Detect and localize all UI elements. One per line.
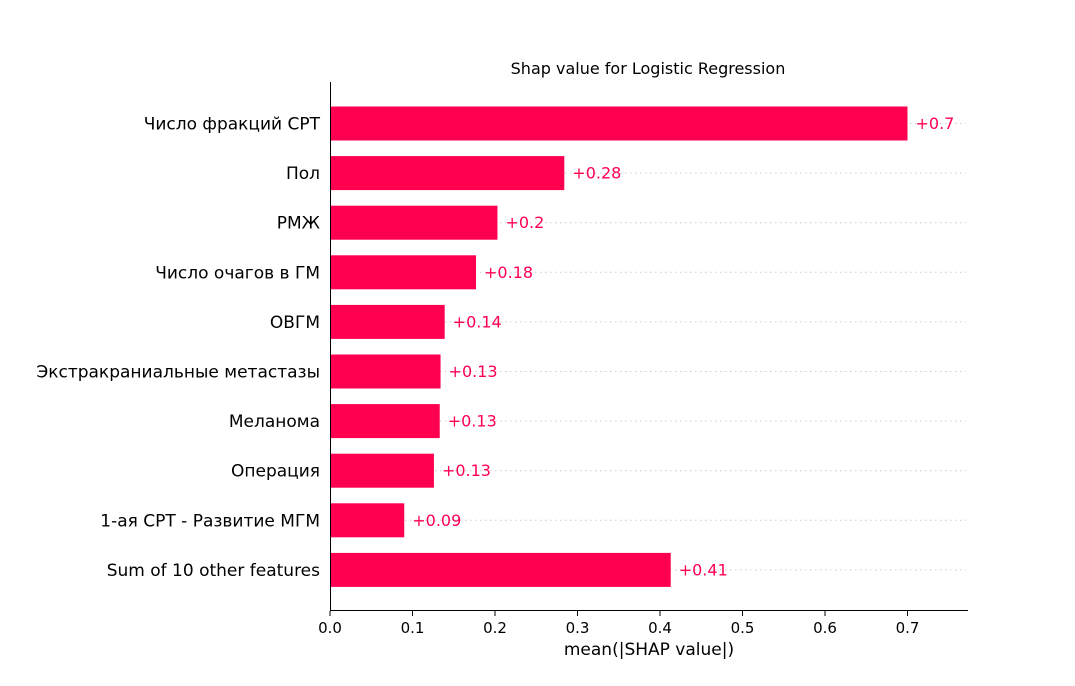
bar xyxy=(330,156,565,191)
x-tick-label: 0.5 xyxy=(731,619,755,637)
bar xyxy=(330,453,434,488)
x-tick-label: 0.1 xyxy=(401,619,425,637)
category-label: Число фракций СРТ xyxy=(144,115,321,135)
value-label: +0.13 xyxy=(449,362,498,381)
bars xyxy=(330,106,908,587)
bar xyxy=(330,552,671,587)
category-label: 1-ая СРТ - Развитие МГМ xyxy=(100,511,320,531)
category-label: Пол xyxy=(286,164,320,184)
chart-title: Shap value for Logistic Regression xyxy=(511,59,786,78)
bar xyxy=(330,304,445,339)
bar xyxy=(330,354,441,389)
x-tick-label: 0.2 xyxy=(483,619,507,637)
category-labels: Число фракций СРТ Пол РМЖ Число очагов в ГМ… xyxy=(36,115,320,581)
value-label: +0.18 xyxy=(484,263,533,282)
value-label: +0.13 xyxy=(442,461,491,480)
value-label: +0.13 xyxy=(448,412,497,431)
value-label: +0.7 xyxy=(916,114,955,133)
x-tick-label: 0.4 xyxy=(648,619,672,637)
x-tick-label: 0.6 xyxy=(813,619,837,637)
bar xyxy=(330,106,908,141)
bar xyxy=(330,205,498,240)
category-label: Экстракраниальные метастазы xyxy=(36,363,320,383)
bar xyxy=(330,503,405,538)
x-axis-label: mean(|SHAP value|) xyxy=(564,640,734,660)
category-label: Операция xyxy=(231,462,320,482)
category-label: Меланома xyxy=(229,412,320,432)
axes xyxy=(330,82,968,611)
category-label: Sum of 10 other features xyxy=(107,561,320,581)
category-label: ОВГМ xyxy=(270,313,320,333)
value-label: +0.2 xyxy=(505,213,544,232)
value-label: +0.09 xyxy=(412,511,461,530)
category-label: РМЖ xyxy=(277,214,320,234)
value-label: +0.28 xyxy=(572,164,621,183)
value-label: +0.41 xyxy=(679,560,728,579)
x-tick-label: 0.7 xyxy=(896,619,920,637)
x-ticks: 0.0 0.1 0.2 0.3 0.4 0.5 0.6 0.7 xyxy=(318,611,919,637)
x-tick-label: 0.0 xyxy=(318,619,342,637)
bar xyxy=(330,255,477,290)
bar xyxy=(330,404,440,439)
grid-lines xyxy=(330,123,966,571)
value-label: +0.14 xyxy=(453,312,502,331)
x-tick-label: 0.3 xyxy=(566,619,590,637)
value-labels: +0.7 +0.28 +0.2 +0.18 +0.14 +0.13 +0.13 +0.13 +0… xyxy=(412,114,954,579)
category-label: Число очагов в ГМ xyxy=(155,263,320,283)
